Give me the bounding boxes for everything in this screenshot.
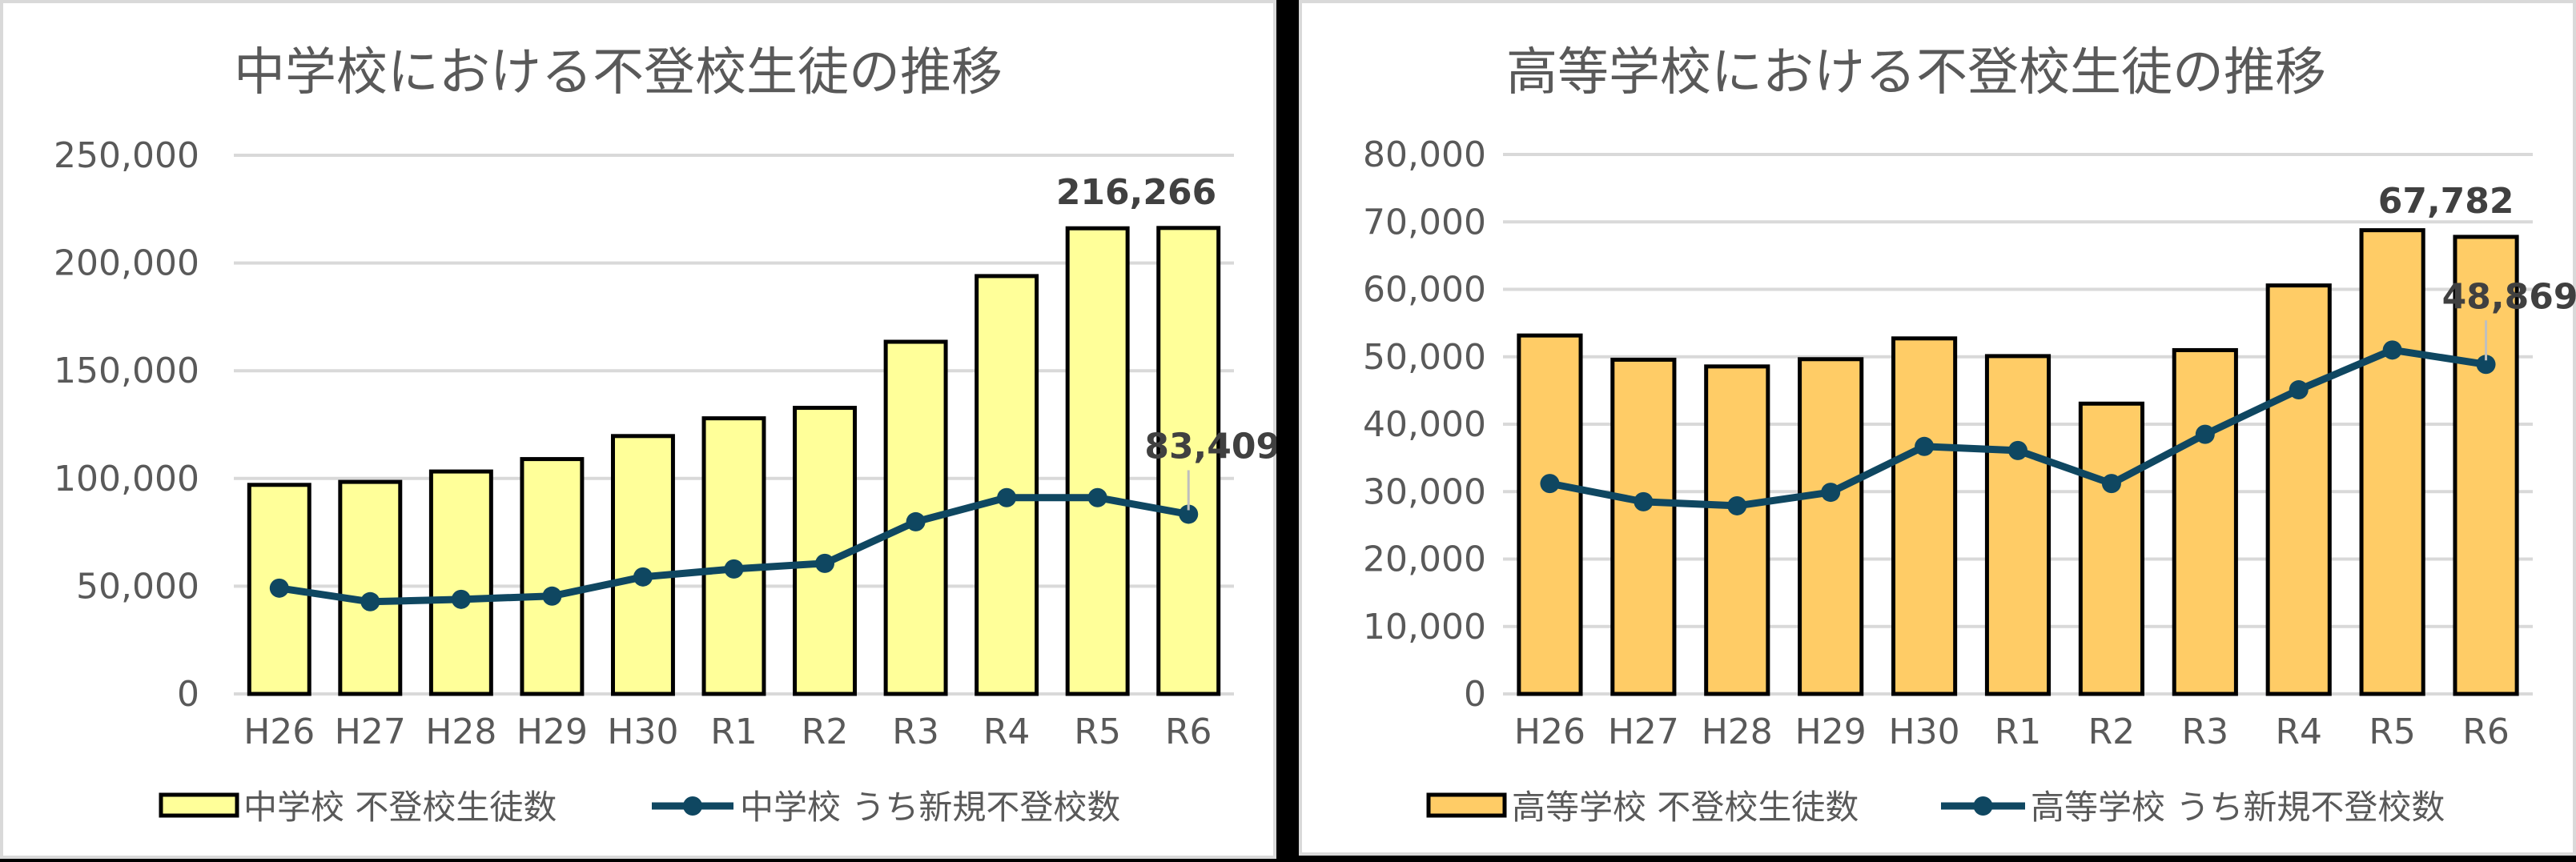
line-marker-R5 xyxy=(2382,340,2402,360)
x-tick-label: R3 xyxy=(2182,712,2229,752)
y-tick-label: 10,000 xyxy=(1363,607,1486,648)
chart-panel-high-school: 高等学校における不登校生徒の推移 0 10,000 20,000 30,000 40,00… xyxy=(1299,0,2576,856)
panel-divider xyxy=(1276,0,1299,859)
y-tick-label: 150,000 xyxy=(54,351,199,391)
bar-H28 xyxy=(428,469,493,696)
line-marker-H30 xyxy=(1915,436,1935,456)
legend: 中学校 不登校生徒数 中学校 うち新規不登校数 xyxy=(159,788,1120,827)
bar-data-label: 216,266 xyxy=(1056,172,1216,213)
y-tick-label: 0 xyxy=(1464,674,1486,715)
legend-label-bar: 中学校 不登校生徒数 xyxy=(243,788,557,827)
bar-H27 xyxy=(1610,357,1677,696)
high-school-chart: 高等学校における不登校生徒の推移 0 10,000 20,000 30,000 40,00… xyxy=(1363,43,2576,827)
x-tick-label: R5 xyxy=(2369,712,2416,752)
y-tick-label: 250,000 xyxy=(54,135,199,176)
line-marker-H26 xyxy=(269,578,289,598)
line-marker-H28 xyxy=(1727,495,1747,515)
y-tick-label: 30,000 xyxy=(1363,471,1486,512)
legend-marker-icon xyxy=(683,796,702,816)
y-tick-label: 100,000 xyxy=(54,459,199,499)
line-marker-H26 xyxy=(1540,474,1560,494)
bar-R5 xyxy=(1065,226,1130,696)
bar-H29 xyxy=(520,457,585,696)
line-marker-R3 xyxy=(906,511,926,531)
line-marker-R4 xyxy=(997,487,1017,507)
x-tick-label: H26 xyxy=(243,712,315,752)
y-tick-label: 200,000 xyxy=(54,243,199,284)
y-tick-label: 60,000 xyxy=(1363,270,1486,311)
line-marker-R3 xyxy=(2195,424,2215,444)
y-tick-label: 40,000 xyxy=(1363,404,1486,445)
bar-H30 xyxy=(1891,336,1958,696)
legend: 高等学校 不登校生徒数 高等学校 うち新規不登校数 xyxy=(1426,788,2445,827)
y-tick-label: 20,000 xyxy=(1363,539,1486,580)
y-tick-label: 50,000 xyxy=(76,566,199,607)
bar-data-label: 67,782 xyxy=(2378,181,2514,222)
x-tick-label: R4 xyxy=(2275,712,2322,752)
bar-R4 xyxy=(975,274,1039,696)
x-tick-label: R4 xyxy=(983,712,1031,752)
bar-R2 xyxy=(2078,401,2144,696)
line-data-label: 48,869 xyxy=(2442,276,2576,317)
x-tick-label: H30 xyxy=(1889,712,1960,752)
chart-title: 高等学校における不登校生徒の推移 xyxy=(1506,43,2326,102)
line-marker-R2 xyxy=(2101,474,2121,494)
x-tick-label: R1 xyxy=(1995,712,2042,752)
y-tick-label: 50,000 xyxy=(1363,337,1486,378)
bar-R1 xyxy=(701,416,766,696)
legend-label-line: 高等学校 うち新規不登校数 xyxy=(2031,788,2445,827)
y-tick-label: 70,000 xyxy=(1363,202,1486,243)
x-tick-label: R3 xyxy=(892,712,939,752)
legend-bar-swatch xyxy=(1426,792,1507,818)
bar-R6 xyxy=(1156,226,1221,696)
x-tick-label: H28 xyxy=(1702,712,1773,752)
line-marker-H27 xyxy=(360,591,380,611)
line-marker-H29 xyxy=(542,586,562,606)
x-tick-label: R6 xyxy=(2462,712,2510,752)
bar-R3 xyxy=(2172,347,2238,696)
y-tick-label: 80,000 xyxy=(1363,134,1486,175)
chart-panel-middle-school: 中学校における不登校生徒の推移 0 50,000 100,000 150,000 200,… xyxy=(0,0,1280,859)
line-marker-H28 xyxy=(451,589,471,609)
x-tick-label: H30 xyxy=(607,712,678,752)
x-tick-label: H26 xyxy=(1514,712,1585,752)
bar-H27 xyxy=(338,479,403,696)
x-tick-label: H27 xyxy=(335,712,406,752)
bar-R6 xyxy=(2453,235,2519,696)
legend-bar-swatch xyxy=(159,792,239,818)
x-tick-label: R2 xyxy=(802,712,849,752)
x-tick-label: H29 xyxy=(1795,712,1867,752)
y-tick-label: 0 xyxy=(177,674,199,715)
x-tick-label: H27 xyxy=(1608,712,1679,752)
legend-label-bar: 高等学校 不登校生徒数 xyxy=(1512,788,1859,827)
line-marker-R2 xyxy=(815,553,835,573)
x-tick-label: H28 xyxy=(425,712,496,752)
line-marker-R6 xyxy=(2476,355,2496,375)
bar-R1 xyxy=(1984,354,2052,696)
bar-R5 xyxy=(2359,228,2425,696)
bar-H28 xyxy=(1704,364,1770,696)
line-marker-H27 xyxy=(1634,491,1654,511)
x-tick-label: R2 xyxy=(2088,712,2136,752)
line-marker-R5 xyxy=(1087,487,1107,507)
line-data-label: 83,409 xyxy=(1144,426,1280,467)
x-tick-label: R1 xyxy=(710,712,758,752)
bar-H30 xyxy=(610,434,675,696)
line-marker-R1 xyxy=(724,559,744,579)
line-marker-H29 xyxy=(1821,483,1841,503)
line-marker-R6 xyxy=(1179,504,1199,524)
bar-H29 xyxy=(1798,357,1864,696)
middle-school-chart: 中学校における不登校生徒の推移 0 50,000 100,000 150,000 200,… xyxy=(54,43,1280,827)
chart-title: 中学校における不登校生徒の推移 xyxy=(234,43,1003,102)
line-marker-H30 xyxy=(633,567,653,587)
x-tick-label: R5 xyxy=(1074,712,1121,752)
x-tick-label: H29 xyxy=(516,712,588,752)
line-marker-R1 xyxy=(2008,440,2027,460)
legend-label-line: 中学校 うち新規不登校数 xyxy=(740,788,1120,827)
bar-H26 xyxy=(1517,333,1583,696)
line-marker-R4 xyxy=(2289,380,2309,400)
x-tick-label: R6 xyxy=(1165,712,1212,752)
bar-R4 xyxy=(2265,283,2332,696)
legend-marker-icon xyxy=(1973,796,1993,816)
